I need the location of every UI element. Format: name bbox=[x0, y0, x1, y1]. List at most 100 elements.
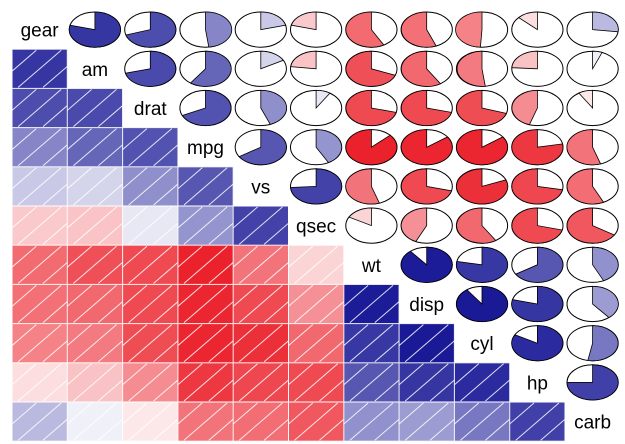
hatch-line bbox=[12, 167, 37, 190]
hatch-line bbox=[319, 300, 344, 323]
hatch-line bbox=[122, 363, 148, 386]
hatch-line bbox=[67, 324, 92, 347]
shade-cell-qsec-vs bbox=[233, 206, 289, 246]
hatch-line bbox=[238, 324, 283, 363]
hatch-line bbox=[128, 245, 173, 284]
pie-slice bbox=[125, 11, 177, 48]
pie-cell-drat-wt bbox=[345, 89, 398, 127]
hatch-line bbox=[294, 363, 339, 402]
hatch-line bbox=[153, 261, 178, 284]
hatch-line bbox=[319, 261, 344, 284]
shade-cell-mpg-drat bbox=[122, 127, 178, 167]
hatch-line bbox=[17, 363, 62, 402]
hatch-line bbox=[122, 324, 148, 347]
hatch-line bbox=[343, 363, 369, 386]
hatch-line bbox=[128, 324, 173, 363]
hatch-line bbox=[67, 363, 92, 386]
pie-slice bbox=[315, 89, 331, 110]
pie-cell-am-mpg bbox=[179, 50, 232, 87]
pie-slice bbox=[456, 207, 497, 244]
pie-slice bbox=[456, 285, 509, 322]
pie-cell-gear-disp bbox=[400, 11, 453, 48]
hatch-line bbox=[404, 324, 449, 363]
hatch-line bbox=[319, 340, 344, 363]
hatch-line bbox=[122, 128, 148, 151]
pie-cell-gear-wt bbox=[345, 11, 398, 48]
hatch-line bbox=[153, 379, 178, 402]
hatch-line bbox=[17, 49, 62, 88]
shade-cell-vs-drat bbox=[122, 166, 178, 207]
pie-cell-drat-cyl bbox=[455, 89, 509, 127]
hatch-line bbox=[263, 418, 289, 441]
pie-cell-am-cyl bbox=[455, 50, 509, 87]
shade-cell-carb-cyl bbox=[454, 402, 510, 442]
hatch-line bbox=[122, 206, 148, 229]
hatch-line bbox=[288, 324, 314, 347]
pie-cell-mpg-cyl bbox=[455, 129, 509, 166]
hatch-line bbox=[17, 167, 62, 206]
shade-cell-cyl-mpg bbox=[177, 323, 234, 363]
pie-cell-wt-cyl bbox=[455, 246, 509, 283]
hatch-line bbox=[404, 402, 449, 441]
hatch-line bbox=[263, 379, 289, 402]
pie-cell-vs-disp bbox=[400, 168, 453, 205]
hatch-line bbox=[238, 206, 283, 245]
hatch-line bbox=[128, 402, 173, 441]
hatch-line bbox=[183, 285, 228, 323]
pie-cell-qsec-carb bbox=[566, 207, 619, 244]
pie-cell-drat-vs bbox=[234, 89, 287, 127]
pie-slice bbox=[456, 89, 507, 126]
pie-cell-mpg-wt bbox=[345, 129, 398, 166]
pie-cell-disp-carb bbox=[566, 285, 619, 323]
pie-slice bbox=[400, 11, 437, 48]
pie-slice bbox=[400, 207, 428, 242]
hatch-line bbox=[122, 245, 148, 268]
pie-slice bbox=[400, 50, 442, 87]
shade-cell-qsec-gear bbox=[12, 206, 68, 246]
pie-slice bbox=[345, 168, 380, 205]
pie-cell-cyl-carb bbox=[566, 325, 619, 362]
label-vs: vs bbox=[251, 177, 270, 198]
hatch-line bbox=[153, 300, 178, 323]
pie-slice bbox=[315, 129, 343, 164]
pie-cell-wt-hp bbox=[511, 246, 564, 283]
hatch-line bbox=[12, 402, 37, 425]
hatch-line bbox=[233, 402, 258, 425]
hatch-line bbox=[67, 167, 92, 190]
hatch-line bbox=[67, 128, 92, 151]
hatch-line bbox=[208, 183, 234, 206]
hatch-line bbox=[17, 402, 62, 441]
pie-cell-qsec-wt bbox=[345, 207, 398, 244]
hatch-line bbox=[183, 167, 228, 206]
hatch-line bbox=[429, 340, 455, 363]
hatch-line bbox=[73, 285, 117, 323]
shade-cell-mpg-am bbox=[67, 127, 123, 167]
pie-cell-gear-cyl bbox=[455, 11, 509, 48]
hatch-line bbox=[208, 261, 234, 284]
hatch-line bbox=[515, 402, 560, 441]
pie-slice bbox=[68, 11, 121, 48]
pie-cell-gear-vs bbox=[234, 11, 287, 48]
hatch-line bbox=[73, 402, 117, 441]
hatch-line bbox=[128, 128, 173, 167]
hatch-line bbox=[208, 222, 234, 245]
pie-slice bbox=[345, 11, 385, 48]
hatch-line bbox=[67, 402, 92, 425]
hatch-line bbox=[67, 285, 92, 308]
hatch-line bbox=[12, 285, 37, 308]
hatch-line bbox=[12, 89, 37, 112]
shade-cell-hp-qsec bbox=[288, 362, 344, 402]
hatch-line bbox=[183, 402, 228, 441]
hatch-line bbox=[294, 285, 339, 323]
label-qsec: qsec bbox=[296, 217, 336, 238]
pie-cell-gear-am bbox=[68, 11, 122, 48]
hatch-line bbox=[17, 89, 62, 127]
pie-cell-drat-carb bbox=[566, 89, 619, 127]
hatch-line bbox=[177, 245, 203, 268]
hatch-line bbox=[42, 340, 68, 363]
hatch-line bbox=[319, 418, 344, 441]
pie-slice bbox=[511, 325, 564, 362]
pie-slice bbox=[511, 207, 563, 244]
hatch-line bbox=[429, 379, 455, 402]
